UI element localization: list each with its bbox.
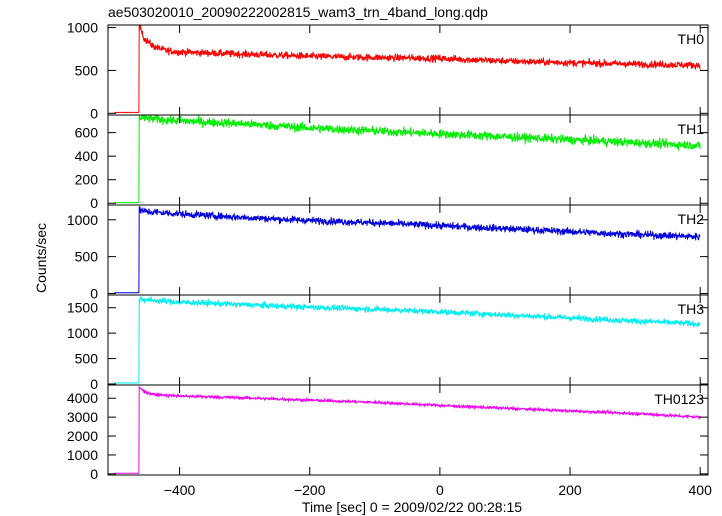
y-tick-label-th0123: 4000 [67, 390, 98, 406]
y-tick-label-th0123: 0 [90, 466, 98, 482]
y-tick-label-th1: 600 [75, 125, 99, 141]
panel-frame-th2 [107, 204, 709, 296]
series-line-th0 [114, 24, 701, 114]
y-tick-label-th0: 500 [75, 62, 99, 78]
y-tick-label-th0: 0 [90, 105, 98, 121]
y-tick-label-th1: 400 [75, 148, 99, 164]
series-line-th1 [114, 114, 701, 204]
series-line-th0123 [114, 385, 701, 474]
y-tick-label-th1: 0 [90, 195, 98, 211]
y-tick-label-th3: 500 [75, 351, 99, 367]
panel-label-th3: TH3 [678, 301, 705, 317]
panel-frame-th1 [107, 114, 709, 206]
panel-label-th2: TH2 [678, 211, 705, 227]
y-tick-label-th0: 1000 [67, 20, 98, 36]
panel-frame-th3 [107, 294, 709, 386]
x-tick-label: −200 [294, 482, 326, 498]
y-axis-title: Counts/sec [33, 223, 49, 293]
stacked-panels: 0 500 1000 TH0 0 200 400 600 TH1 0 500 1000 TH2 0 500 1… [67, 20, 712, 498]
y-tick-label-th0123: 3000 [67, 409, 98, 425]
panel-label-th1: TH1 [678, 121, 705, 137]
panel-frame-th0 [107, 24, 709, 116]
x-tick-label: 0 [436, 482, 444, 498]
x-tick-label: 400 [689, 482, 713, 498]
series-line-th3 [114, 295, 701, 384]
x-axis-title: Time [sec] 0 = 2009/02/22 00:28:15 [302, 499, 522, 515]
x-tick-label: −400 [164, 482, 196, 498]
plot-title: ae503020010_20090222002815_wam3_trn_4ban… [108, 4, 488, 20]
y-tick-label-th1: 200 [75, 172, 99, 188]
y-tick-label-th2: 0 [90, 286, 98, 302]
y-tick-label-th3: 1000 [67, 325, 98, 341]
series-line-th2 [114, 206, 701, 294]
panel-frame-th0123 [107, 384, 709, 476]
x-tick-label: 200 [558, 482, 582, 498]
y-tick-label-th0123: 1000 [67, 447, 98, 463]
y-tick-label-th2: 1000 [67, 212, 98, 228]
panel-label-th0: TH0 [678, 31, 705, 47]
y-tick-label-th2: 500 [75, 249, 99, 265]
panel-label-th0123: TH0123 [654, 391, 704, 407]
y-tick-label-th0123: 2000 [67, 428, 98, 444]
y-tick-label-th3: 0 [90, 376, 98, 392]
y-tick-label-th3: 1500 [67, 300, 98, 316]
